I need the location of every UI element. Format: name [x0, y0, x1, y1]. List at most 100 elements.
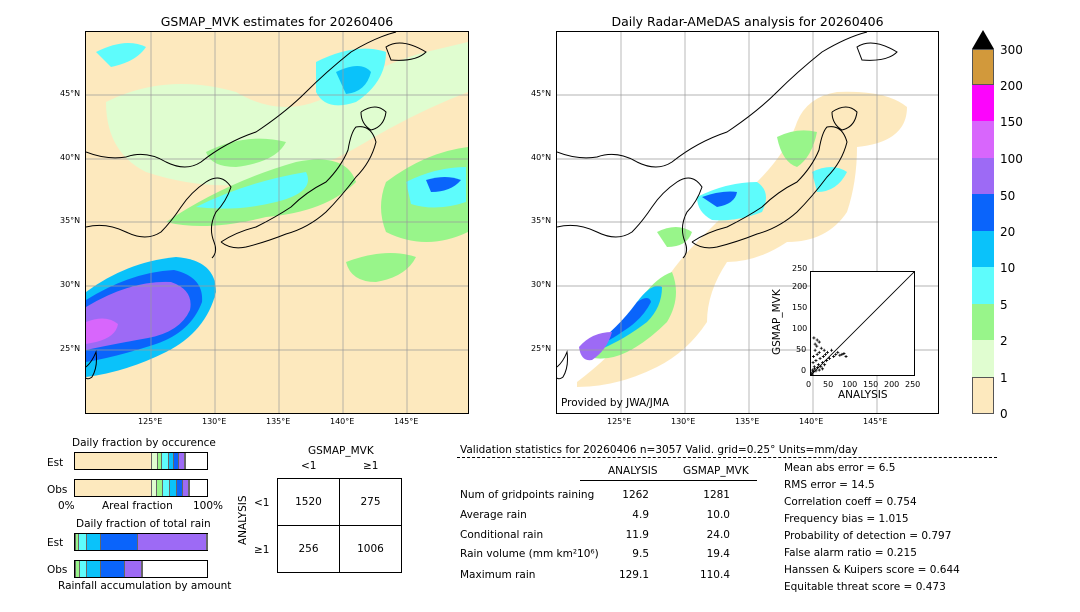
scatter-point — [823, 363, 827, 367]
left-lat-45: 45°N — [60, 89, 81, 98]
right-lon-130: 130°E — [671, 417, 696, 426]
scatter-xlabel: ANALYSIS — [838, 389, 888, 401]
right-lat-30: 30°N — [531, 280, 552, 289]
colorbar-arrow — [972, 30, 994, 49]
total-rain-obs-bar — [74, 560, 208, 578]
scatter-point — [842, 352, 846, 356]
validation-row-label-1: Average rain — [460, 509, 527, 521]
total-rain-obs-segment-5 — [125, 561, 143, 577]
occurrence-obs-segment-6 — [183, 480, 189, 496]
occurrence-est-segment-1 — [151, 453, 159, 469]
scatter-point — [821, 367, 825, 371]
scatter-point — [821, 354, 825, 358]
occurrence-obs-segment-0 — [75, 480, 152, 496]
colorbar-seg-200-300 — [972, 49, 994, 85]
total-rain-est-segment-1 — [76, 534, 79, 550]
score-far: False alarm ratio = 0.215 — [784, 547, 917, 559]
scatter-point — [817, 368, 821, 372]
left-rain-field — [86, 42, 468, 377]
total-rain-est-segment-5 — [138, 534, 207, 550]
occurrence-obs-segment-4 — [170, 480, 177, 496]
right-lon-145: 145°E — [863, 417, 888, 426]
scatter-point — [814, 369, 818, 373]
occurrence-obs-label: Obs — [47, 484, 68, 496]
score-mae: Mean abs error = 6.5 — [784, 462, 896, 474]
scatter-ytick-150: 150 — [792, 303, 808, 312]
total-rain-est-label: Est — [47, 537, 64, 549]
scatter-point — [813, 342, 817, 346]
total-rain-obs-segment-3 — [86, 561, 102, 577]
colorbar-seg-5-10 — [972, 267, 994, 304]
scatter-point — [844, 354, 848, 358]
scatter-point — [836, 350, 840, 354]
scatter-diagonal — [810, 271, 915, 376]
scatter-ylabel: GSMAP_MVK — [771, 289, 783, 355]
scatter-xtick-100: 100 — [842, 380, 858, 389]
right-map-credit: Provided by JWA/JMA — [561, 397, 670, 409]
score-freq-bias: Frequency bias = 1.015 — [784, 513, 909, 525]
occurrence-est-segment-0 — [75, 453, 152, 469]
left-lat-25: 25°N — [60, 344, 81, 353]
left-map-title: GSMAP_MVK estimates for 20260406 — [160, 14, 394, 29]
total-rain-est-bar — [74, 533, 209, 551]
validation-row-label-3: Rain volume (mm km²10⁶) — [460, 548, 599, 560]
colorbar-label-200: 200 — [1000, 79, 1023, 93]
colorbar-label-0: 0 — [1000, 407, 1008, 421]
validation-row-analysis-0: 1262 — [622, 489, 649, 501]
scatter-ytick-0: 0 — [801, 366, 807, 375]
scatter-xtick-0: 0 — [806, 380, 812, 389]
total-rain-est-segment-3 — [86, 534, 102, 550]
scatter-point — [816, 363, 820, 367]
colorbar-seg-1-2 — [972, 340, 994, 377]
colorbar-seg-150-200 — [972, 85, 994, 121]
validation-row-analysis-3: 9.5 — [632, 548, 649, 560]
occurrence-axis-label: Areal fraction — [102, 500, 173, 512]
validation-row-analysis-2: 11.9 — [625, 529, 649, 541]
scatter-point — [817, 350, 821, 354]
scatter-point — [834, 352, 838, 356]
colorbar-seg-2-5 — [972, 304, 994, 340]
score-ets: Equitable threat score = 0.473 — [784, 581, 946, 593]
score-hk: Hanssen & Kuipers score = 0.644 — [784, 564, 960, 576]
score-corr: Correlation coeff = 0.754 — [784, 496, 917, 508]
validation-header: Validation statistics for 20260406 n=305… — [460, 444, 858, 456]
scatter-point — [815, 352, 819, 356]
colorbar-label-300: 300 — [1000, 43, 1023, 57]
occurrence-est-bar — [74, 452, 208, 470]
occurrence-est-segment-7 — [184, 453, 186, 469]
scatter-ytick-250: 250 — [792, 264, 808, 273]
scatter-point — [822, 348, 826, 352]
scatter-point — [819, 365, 823, 369]
colorbar-label-50: 50 — [1000, 189, 1016, 203]
score-rmse: RMS error = 14.5 — [784, 479, 875, 491]
scatter-point — [811, 370, 815, 374]
colorbar-seg-0-1 — [972, 377, 994, 414]
occurrence-est-segment-4 — [168, 453, 174, 469]
left-lon-145: 145°E — [394, 417, 419, 426]
left-lon-125: 125°E — [138, 417, 163, 426]
validation-row-label-0: Num of gridpoints raining — [460, 489, 595, 501]
occurrence-title: Daily fraction by occurence — [72, 437, 216, 449]
colorbar-seg-20-50 — [972, 194, 994, 231]
scatter-xtick-200: 200 — [884, 380, 900, 389]
colorbar-label-100: 100 — [1000, 152, 1023, 166]
left-grid — [86, 32, 468, 413]
validation-row-gsmap-1: 10.0 — [706, 509, 730, 521]
scatter-canvas — [810, 271, 915, 376]
validation-row-analysis-1: 4.9 — [632, 509, 649, 521]
occurrence-axis-left: 0% — [58, 500, 75, 512]
occurrence-obs-segment-5 — [176, 480, 184, 496]
scatter-point — [814, 359, 818, 363]
total-rain-obs-segment-0 — [75, 561, 77, 577]
colorbar-seg-50-100 — [972, 158, 994, 194]
total-rain-est-segment-2 — [78, 534, 87, 550]
left-lon-135: 135°E — [266, 417, 291, 426]
right-lon-135: 135°E — [735, 417, 760, 426]
colorbar-label-150: 150 — [1000, 115, 1023, 129]
scatter-point — [816, 366, 820, 370]
scatter-ytick-200: 200 — [792, 282, 808, 291]
colorbar-label-5: 5 — [1000, 298, 1008, 312]
right-lat-25: 25°N — [531, 344, 552, 353]
occurrence-est-segment-6 — [179, 453, 185, 469]
occurrence-obs-segment-1 — [151, 480, 157, 496]
